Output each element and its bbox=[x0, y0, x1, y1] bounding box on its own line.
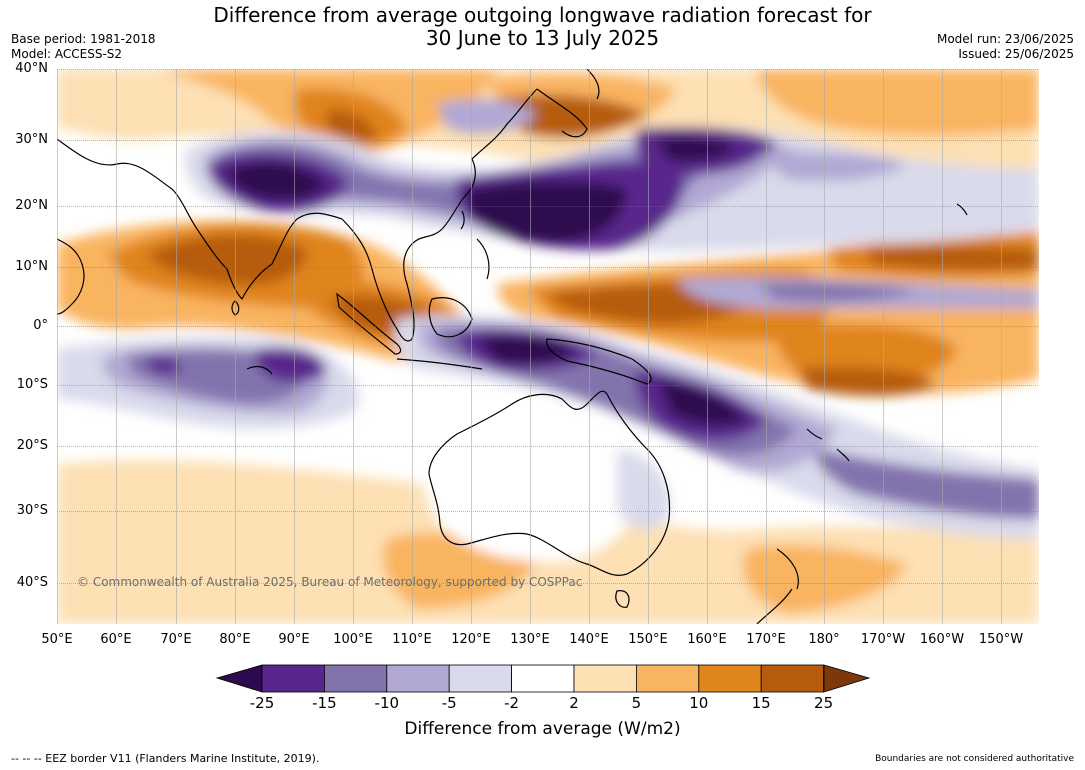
lon-label: 140°E bbox=[569, 632, 609, 647]
colorbar-extend-high bbox=[823, 664, 871, 693]
colorbar-swatch bbox=[511, 664, 575, 693]
issued-date: Issued: 25/06/2025 bbox=[958, 47, 1074, 61]
colorbar-tick-label: -5 bbox=[441, 694, 457, 712]
model-name: Model: ACCESS-S2 bbox=[11, 47, 123, 61]
lon-label: 170°W bbox=[860, 632, 906, 647]
anomaly-field bbox=[57, 69, 1039, 624]
lat-label: 20°N bbox=[15, 198, 48, 213]
lat-label: 30°N bbox=[15, 132, 48, 147]
lat-label: 10°N bbox=[15, 259, 48, 274]
lon-label: 90°E bbox=[278, 632, 310, 647]
colorbar-tick-label: 2 bbox=[569, 694, 579, 712]
boundaries-disclaimer: Boundaries are not considered authoritat… bbox=[875, 754, 1074, 764]
lon-label: 70°E bbox=[160, 632, 192, 647]
lon-label: 130°E bbox=[510, 632, 550, 647]
eez-legend-note: -- -- -- EEZ border V11 (Flanders Marine… bbox=[11, 752, 320, 765]
olr-anomaly-map bbox=[57, 69, 1039, 624]
colorbar-swatch bbox=[698, 664, 762, 693]
lat-label: 30°S bbox=[16, 503, 48, 518]
meta-right: Model run: 23/06/2025 Issued: 25/06/2025 bbox=[937, 32, 1074, 62]
lat-label: 20°S bbox=[16, 438, 48, 453]
colorbar-tick-label: 15 bbox=[751, 694, 771, 712]
colorbar-tick-label: -25 bbox=[249, 694, 275, 712]
lat-label: 0° bbox=[33, 318, 48, 333]
lon-label: 100°E bbox=[333, 632, 373, 647]
colorbar-tick-label: 25 bbox=[814, 694, 834, 712]
colorbar-svg bbox=[215, 664, 871, 693]
colorbar-swatch bbox=[324, 664, 388, 693]
lon-label: 80°E bbox=[219, 632, 251, 647]
colorbar-tick-label: 5 bbox=[631, 694, 642, 712]
coastlines bbox=[57, 69, 968, 624]
colorbar-tick-label: -10 bbox=[374, 694, 400, 712]
lon-label: 170°E bbox=[746, 632, 786, 647]
colorbar bbox=[215, 664, 871, 694]
map-title: Difference from average outgoing longwav… bbox=[0, 4, 1085, 50]
base-period: Base period: 1981-2018 bbox=[11, 32, 156, 46]
lon-label: 120°E bbox=[451, 632, 491, 647]
colorbar-swatch bbox=[635, 664, 700, 693]
lat-label: 40°S bbox=[16, 575, 48, 590]
colorbar-tick-label: 10 bbox=[689, 694, 709, 712]
meta-left: Base period: 1981-2018 Model: ACCESS-S2 bbox=[11, 32, 156, 62]
lon-label: 180° bbox=[808, 632, 840, 647]
lon-label: 50°E bbox=[41, 632, 73, 647]
lon-label: 150°E bbox=[628, 632, 668, 647]
lon-label: 160°E bbox=[687, 632, 727, 647]
colorbar-tick-label: -15 bbox=[312, 694, 337, 712]
colorbar-swatch bbox=[261, 664, 325, 693]
model-run: Model run: 23/06/2025 bbox=[936, 32, 1074, 46]
colorbar-swatch bbox=[760, 664, 825, 693]
lon-label: 150°W bbox=[978, 632, 1024, 647]
colorbar-swatch bbox=[573, 664, 637, 693]
colorbar-swatch bbox=[386, 664, 450, 693]
copyright-notice: © Commonwealth of Australia 2025, Bureau… bbox=[77, 575, 583, 589]
colorbar-swatches bbox=[261, 664, 825, 693]
title-line-1: Difference from average outgoing longwav… bbox=[213, 3, 872, 27]
lon-label: 60°E bbox=[100, 632, 132, 647]
lat-label: 40°N bbox=[15, 61, 48, 76]
colorbar-swatch bbox=[448, 664, 512, 693]
map-canvas bbox=[57, 69, 1039, 624]
colorbar-label: Difference from average (W/m2) bbox=[404, 719, 681, 739]
colorbar-extend-low bbox=[215, 664, 263, 693]
lon-label: 160°W bbox=[919, 632, 965, 647]
graticule bbox=[57, 69, 1039, 624]
title-line-2: 30 June to 13 July 2025 bbox=[425, 26, 660, 50]
lat-label: 10°S bbox=[16, 377, 48, 392]
colorbar-tick-label: -2 bbox=[504, 694, 520, 712]
lon-label: 110°E bbox=[392, 632, 432, 647]
